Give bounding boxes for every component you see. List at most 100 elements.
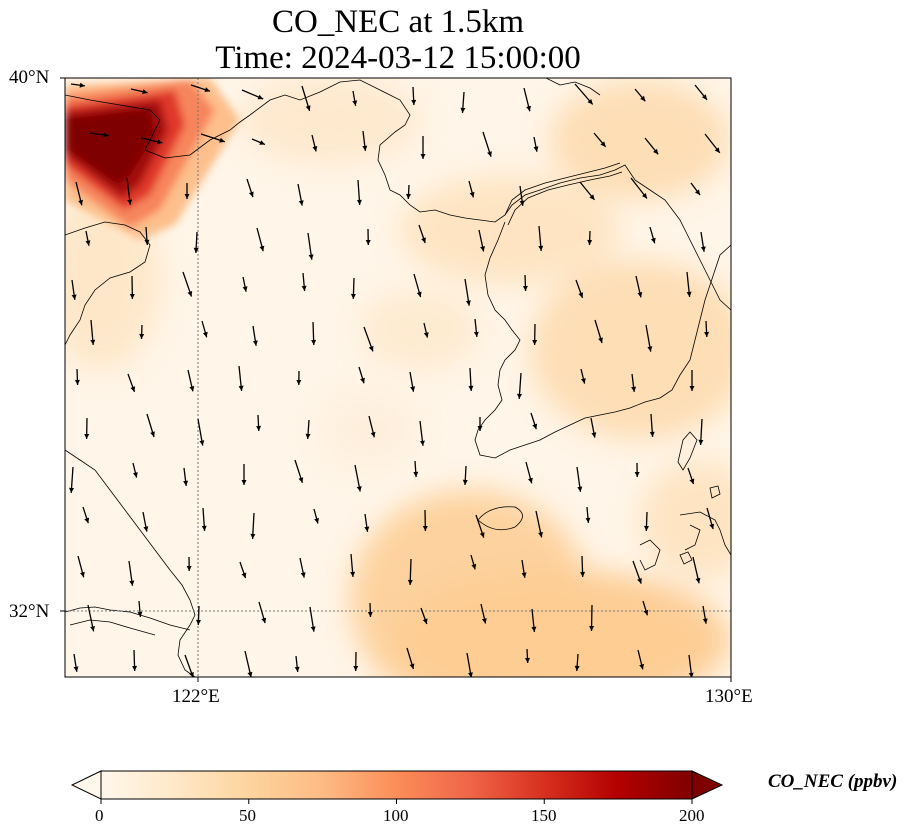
wind-arrow-head <box>469 191 475 198</box>
wind-arrow-head <box>591 432 597 438</box>
wind-arrow-head <box>709 523 715 530</box>
wind-arrow-head <box>522 285 528 291</box>
wind-arrow-head <box>517 393 522 399</box>
wind-arrow-head <box>238 385 244 391</box>
colorbar-gradient <box>101 771 692 799</box>
wind-arrow-head <box>538 532 543 538</box>
wind-arrow-head <box>133 472 138 478</box>
wind-arrow-head <box>644 525 649 531</box>
wind-arrow-head <box>471 563 477 570</box>
wind-arrow-head <box>577 486 583 492</box>
wind-vectors <box>69 82 721 677</box>
colorbar-extend-high <box>691 770 724 800</box>
wind-arrow-head <box>702 618 708 624</box>
wind-arrow-head <box>587 99 593 105</box>
wind-arrow-head <box>634 472 640 477</box>
wind-arrow-head <box>701 94 707 100</box>
wind-arrow-head <box>578 292 584 298</box>
wind-arrow-head <box>311 339 317 345</box>
wind-arrow-head <box>538 245 544 251</box>
wind-arrow-head <box>589 626 595 631</box>
wind-arrow-head <box>129 580 135 586</box>
wind-arrow-head <box>364 526 370 532</box>
wind-arrow-head <box>305 105 311 111</box>
wind-arrow-head <box>90 339 96 345</box>
wind-arrow-head <box>477 426 483 431</box>
wind-arrow-head <box>257 94 264 100</box>
wind-arrow-head <box>250 533 256 539</box>
wind-arrow-head <box>423 332 429 338</box>
wind-arrow-head <box>406 193 411 199</box>
wind-arrow-head <box>142 89 148 95</box>
wind-arrow-head <box>649 431 655 437</box>
wind-arrow-head <box>298 200 304 206</box>
wind-arrow-head <box>298 477 304 483</box>
wind-arrow-head <box>130 386 136 392</box>
wind-arrow-head <box>143 526 149 532</box>
wind-arrow-head <box>129 294 135 299</box>
wind-arrow-head <box>468 672 473 677</box>
wind-arrow-head <box>144 239 150 245</box>
wind-arrow-head <box>193 247 199 253</box>
axis-ticks <box>60 77 732 682</box>
wind-arrow-head <box>84 517 90 524</box>
wind-arrow-head <box>248 191 254 198</box>
wind-arrow-head <box>714 147 720 153</box>
map-title: CO_NEC at 1.5km Time: 2024-03-12 15:00:0… <box>65 4 731 76</box>
wind-arrow-head <box>533 146 539 152</box>
wind-arrow-head <box>411 99 417 105</box>
wind-arrow-head <box>487 151 492 157</box>
wind-arrow-head <box>653 148 659 155</box>
wind-arrow-head <box>79 82 85 88</box>
map-frame <box>64 77 732 678</box>
wind-arrow-head <box>422 618 428 624</box>
wind-arrow-head <box>74 379 80 385</box>
wind-arrow-head <box>581 378 586 384</box>
wind-arrow-head <box>85 240 91 246</box>
wind-arrow-head <box>637 578 642 584</box>
wind-arrow-head <box>301 285 307 291</box>
wind-arrow-head <box>580 571 586 577</box>
wind-arrow-head <box>150 431 155 437</box>
wind-arrow-head <box>247 671 253 677</box>
wind-arrow-head <box>90 626 95 632</box>
wind-arrow-head <box>587 239 593 245</box>
wind-arrow-head <box>300 572 306 578</box>
wind-arrow-head <box>647 346 653 352</box>
wind-arrow-head <box>468 385 474 391</box>
wind-arrow-head <box>241 480 247 485</box>
wind-arrow-head <box>413 471 419 477</box>
gridlines <box>65 78 731 677</box>
wind-arrow-head <box>521 572 527 578</box>
wind-arrow-head <box>420 154 426 159</box>
wind-arrow-head <box>256 425 262 431</box>
wind-arrow-head <box>362 145 368 151</box>
wind-arrow-head <box>314 518 319 524</box>
wind-arrow-head <box>460 107 466 113</box>
wind-arrow-head <box>466 300 471 306</box>
wind-arrow-head <box>526 105 531 112</box>
lon-label-122: 122°E <box>172 686 220 707</box>
wind-arrow-head <box>525 657 530 663</box>
wind-arrow-head <box>574 665 580 671</box>
wind-arrow-head <box>183 480 189 486</box>
wind-arrow-head <box>370 431 376 438</box>
wind-arrow-head <box>184 194 190 199</box>
wind-arrow-head <box>310 626 316 632</box>
wind-arrow-head <box>409 663 415 669</box>
wind-arrow-head <box>187 291 193 297</box>
lat-label-32: 32°N <box>9 601 50 622</box>
wind-arrow-head <box>480 246 485 252</box>
wind-arrow-head <box>294 666 300 672</box>
wind-arrow-head <box>528 477 533 484</box>
wind-arrow-head <box>308 254 314 260</box>
wind-arrow-head <box>420 440 425 446</box>
wind-arrow-head <box>103 132 109 138</box>
wind-arrow-head <box>695 189 700 195</box>
wind-arrow-head <box>689 386 695 391</box>
wind-arrow-head <box>519 200 525 206</box>
colorbar <box>70 770 724 804</box>
wind-arrow-head <box>296 380 302 385</box>
wind-arrow-head <box>589 194 595 200</box>
wind-arrow-head <box>204 87 210 92</box>
